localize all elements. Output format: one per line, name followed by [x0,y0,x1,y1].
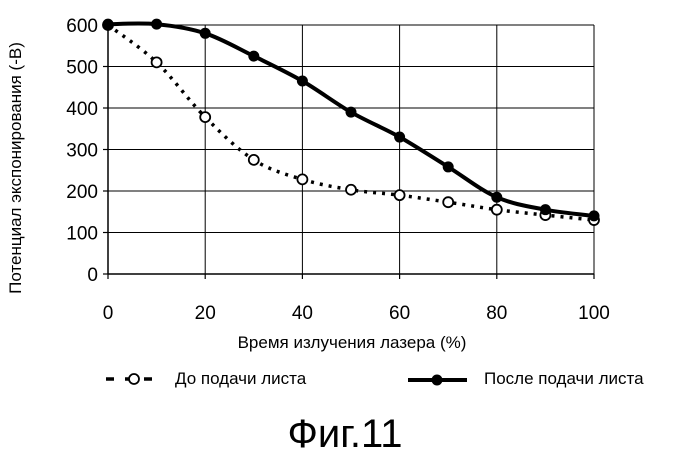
y-tick-label: 300 [66,141,98,162]
legend-marker-before-feed [129,374,139,384]
data-point-before-feed [346,185,356,195]
data-point-after-feed [589,210,600,221]
legend-sample-before-feed [106,374,162,384]
data-point-after-feed [346,107,357,118]
data-point-before-feed [152,57,162,67]
data-point-before-feed [492,205,502,215]
legend-label-before-feed: До подачи листа [175,369,307,388]
x-tick-label: 60 [389,303,410,324]
series-layer [103,19,600,225]
grid-layer [108,25,594,274]
x-tick-label: 0 [103,303,114,324]
data-point-after-feed [394,132,405,143]
legend-label-after-feed: После подачи листа [484,369,644,388]
data-point-after-feed [443,161,454,172]
data-point-after-feed [491,192,502,203]
tick-labels: 0 20 40 60 80 100 0 100 200 300 400 500 600 [66,16,610,324]
data-point-before-feed [443,197,453,207]
data-point-after-feed [540,204,551,215]
data-point-before-feed [395,190,405,200]
y-tick-label: 200 [66,182,98,203]
data-point-after-feed [103,19,114,30]
x-tick-label: 20 [195,303,216,324]
x-tick-label: 80 [486,303,507,324]
series-before-feed [103,20,599,225]
y-tick-label: 0 [87,265,98,286]
y-tick-label: 600 [66,16,98,37]
legend-marker-after-feed [432,375,443,386]
x-axis-label: Время излучения лазера (%) [238,333,467,352]
data-point-after-feed [151,19,162,30]
data-point-before-feed [249,155,259,165]
x-tick-label: 100 [578,303,610,324]
data-point-after-feed [200,28,211,39]
axes-layer [103,25,594,279]
legend: До подачи листа После подачи листа [106,369,644,388]
y-axis-label: Потенциал экспонирования (-В) [6,42,25,294]
y-tick-label: 400 [66,99,98,120]
data-point-before-feed [200,112,210,122]
figure-caption: Фиг.11 [287,412,402,453]
data-point-after-feed [297,76,308,87]
data-point-before-feed [297,174,307,184]
legend-sample-after-feed [408,375,467,386]
x-tick-label: 40 [292,303,313,324]
data-point-after-feed [248,51,259,62]
y-tick-label: 500 [66,58,98,79]
y-tick-label: 100 [66,224,98,245]
